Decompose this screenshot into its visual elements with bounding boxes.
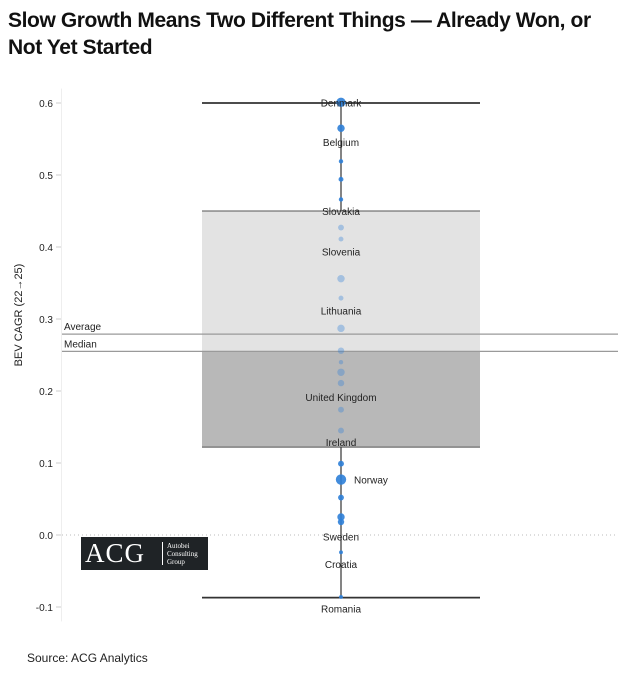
box-lower-quartile xyxy=(202,351,480,448)
data-point xyxy=(337,274,345,283)
data-point xyxy=(339,594,343,599)
y-tick-label: 0.4 xyxy=(39,243,53,254)
data-point xyxy=(337,124,345,132)
box-upper-quartile xyxy=(202,211,480,352)
data-point xyxy=(338,406,344,413)
y-tick-label: 0.3 xyxy=(39,315,53,326)
country-label: Sweden xyxy=(323,532,359,543)
country-label: United Kingdom xyxy=(305,393,376,404)
data-point xyxy=(338,360,344,365)
chart-title: Slow Growth Means Two Different Things —… xyxy=(8,9,591,59)
reference-line-label: Median xyxy=(64,339,97,350)
y-tick-label: 0.2 xyxy=(39,387,53,398)
data-point xyxy=(335,474,347,485)
y-tick-label: 0.1 xyxy=(39,459,53,470)
country-labels: Denmark Belgium Slovakia Slovenia Lithuania U… xyxy=(305,98,387,615)
country-label: Norway xyxy=(354,476,388,487)
country-label: Denmark xyxy=(321,98,363,109)
y-axis: -0.1 0.0 0.1 0.2 0.3 0.4 0.5 0.6 xyxy=(36,88,62,622)
country-label: Croatia xyxy=(325,560,358,571)
country-label: Lithuania xyxy=(321,306,362,317)
y-tick-label: 0.0 xyxy=(39,531,53,542)
data-point xyxy=(337,518,345,526)
reference-line-label: Average xyxy=(64,322,102,333)
data-point xyxy=(338,159,344,164)
data-point xyxy=(337,513,345,521)
data-point xyxy=(337,347,345,354)
data-point xyxy=(338,460,344,467)
y-axis-title: BEV CAGR (22→25) xyxy=(13,263,25,367)
data-point xyxy=(336,97,346,107)
data-point xyxy=(337,368,345,376)
logo-name-line: Consulting xyxy=(167,550,198,558)
data-point xyxy=(338,427,344,434)
acg-logo: ACG Autobei Consulting Group xyxy=(81,537,208,570)
country-label: Slovakia xyxy=(322,207,360,218)
source-note: Source: ACG Analytics xyxy=(27,651,148,665)
logo-mark: ACG xyxy=(85,538,146,568)
country-label: Belgium xyxy=(323,138,359,149)
data-point xyxy=(338,197,344,202)
data-point xyxy=(337,324,345,333)
country-label: Romania xyxy=(321,604,361,615)
country-label: Slovenia xyxy=(322,247,361,258)
data-point xyxy=(337,379,345,387)
country-label: Ireland xyxy=(326,438,357,449)
y-tick-label: 0.6 xyxy=(39,99,53,110)
data-point xyxy=(338,236,344,242)
data-point xyxy=(338,494,344,501)
y-tick-label: 0.5 xyxy=(39,171,53,182)
logo-name-line: Group xyxy=(167,558,185,566)
data-point xyxy=(338,295,344,301)
data-points xyxy=(335,97,347,599)
data-point xyxy=(339,550,343,555)
logo-name-line: Autobei xyxy=(167,542,190,550)
logo-company-name: Autobei Consulting Group xyxy=(167,542,207,566)
logo-divider xyxy=(162,542,163,565)
data-point xyxy=(338,224,344,231)
y-tick-label: -0.1 xyxy=(36,603,54,614)
data-point xyxy=(338,176,344,182)
reference-lines: Average Median xyxy=(62,322,618,536)
